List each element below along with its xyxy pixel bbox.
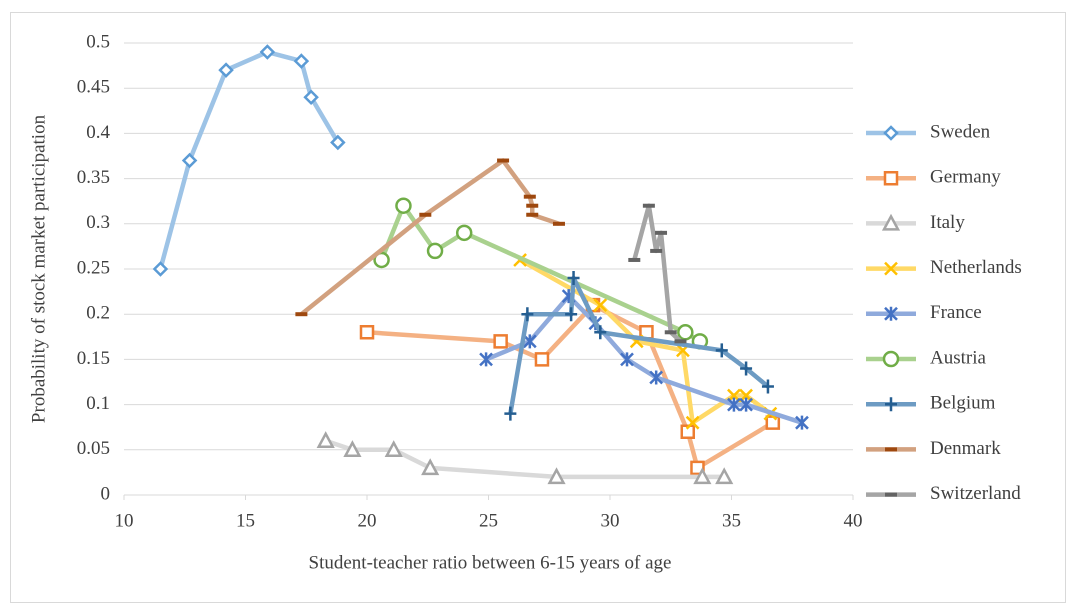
y-tick-label: 0.35 xyxy=(77,167,110,188)
data-point xyxy=(715,467,734,485)
data-point xyxy=(421,458,440,476)
data-point xyxy=(293,53,310,69)
data-point xyxy=(218,62,234,78)
data-point xyxy=(565,307,578,322)
y-tick-label: 0.1 xyxy=(86,393,110,414)
data-point xyxy=(522,334,537,349)
data-point xyxy=(455,224,473,242)
series: Belgium xyxy=(504,271,996,421)
legend-label: Italy xyxy=(930,212,965,233)
data-point xyxy=(693,467,712,485)
series: Sweden xyxy=(152,44,991,277)
x-tick-label: 25 xyxy=(479,510,498,531)
data-point xyxy=(395,197,412,214)
data-point xyxy=(740,361,753,376)
legend-label: Denmark xyxy=(930,438,1001,459)
data-point xyxy=(316,431,335,449)
data-point xyxy=(727,397,741,412)
data-point xyxy=(593,298,608,313)
data-point xyxy=(359,325,375,340)
data-point xyxy=(795,415,809,430)
legend-label: Netherlands xyxy=(930,257,1022,278)
data-point xyxy=(303,89,319,106)
x-tick-label: 40 xyxy=(844,510,863,531)
data-point xyxy=(685,415,700,430)
legend-marker xyxy=(883,170,899,186)
data-point xyxy=(739,397,753,412)
x-tick-label: 35 xyxy=(722,510,741,531)
data-point xyxy=(426,242,444,260)
y-tick-label: 0.05 xyxy=(77,438,110,459)
data-point xyxy=(677,324,694,341)
data-point xyxy=(479,352,493,367)
legend-marker xyxy=(881,213,901,231)
legend-label: Germany xyxy=(930,167,1001,188)
data-point xyxy=(567,271,580,286)
legend-label: Belgium xyxy=(930,393,996,414)
x-tick-label: 10 xyxy=(115,510,134,531)
legend-label: France xyxy=(930,302,982,323)
series: Switzerland xyxy=(628,203,1021,504)
data-point xyxy=(765,415,781,430)
data-point xyxy=(521,307,534,322)
data-point xyxy=(373,251,390,269)
y-tick-label: 0.15 xyxy=(77,348,110,369)
legend-label: Switzerland xyxy=(930,483,1021,504)
data-point xyxy=(620,352,634,367)
x-tick-label: 20 xyxy=(358,510,377,531)
y-tick-label: 0.25 xyxy=(77,257,110,278)
x-axis-title: Student-teacher ratio between 6-15 years… xyxy=(309,552,672,573)
y-tick-label: 0.5 xyxy=(86,31,110,52)
data-point xyxy=(343,440,362,458)
y-tick-label: 0.4 xyxy=(86,122,110,143)
data-point xyxy=(715,343,728,358)
legend-marker xyxy=(884,261,898,276)
series: Italy xyxy=(316,212,965,485)
data-point xyxy=(594,325,607,340)
chart-border xyxy=(10,12,1066,603)
series: Denmark xyxy=(295,158,1001,459)
data-point xyxy=(547,467,566,485)
series-line xyxy=(508,275,770,415)
data-point xyxy=(761,379,774,394)
data-point xyxy=(649,370,664,385)
y-tick-label: 0.3 xyxy=(86,212,110,233)
data-point xyxy=(493,334,508,349)
y-axis-title: Probability of stock market participatio… xyxy=(28,114,49,423)
series: Austria xyxy=(373,197,987,368)
legend-marker xyxy=(883,125,899,141)
legend-marker xyxy=(884,306,898,321)
legend-label: Austria xyxy=(930,347,987,368)
y-tick-label: 0.2 xyxy=(86,303,110,324)
data-point xyxy=(152,261,169,277)
data-point xyxy=(259,44,276,60)
series: Germany xyxy=(359,167,1001,476)
data-point xyxy=(330,134,346,151)
legend-marker xyxy=(885,397,897,412)
series: France xyxy=(479,289,982,430)
x-tick-label: 30 xyxy=(601,510,620,531)
legend-label: Sweden xyxy=(930,121,991,142)
x-tick-label: 15 xyxy=(236,510,255,531)
data-point xyxy=(534,352,550,367)
legend-marker xyxy=(882,350,900,368)
data-point xyxy=(504,406,517,421)
y-tick-label: 0.45 xyxy=(77,77,110,98)
data-point xyxy=(384,440,403,458)
y-tick-label: 0 xyxy=(101,483,111,504)
data-point xyxy=(181,152,198,169)
